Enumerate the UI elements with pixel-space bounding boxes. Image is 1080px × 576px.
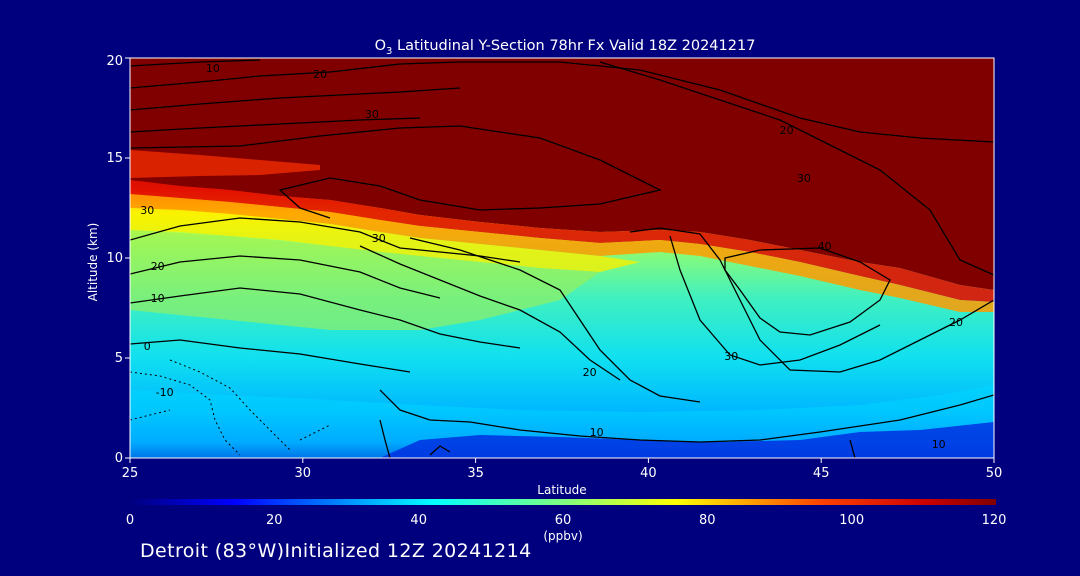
contour-label: 30	[724, 350, 738, 363]
stratosphere-dark-region	[130, 58, 994, 290]
tropopause-orange-band	[130, 194, 994, 312]
contour-label: 20	[949, 316, 963, 329]
y-axis	[125, 57, 131, 459]
negative-contours	[130, 359, 331, 456]
colorbar: 0 20 40 60 80 100 120 (ppbv)	[126, 499, 1007, 543]
x-tick-label: 50	[986, 466, 1003, 481]
contour-label: 20	[151, 260, 165, 273]
colorbar-tick-label: 0	[126, 513, 134, 528]
contour-label: 20	[583, 366, 597, 379]
footer-initialization-text: Detroit (83°W)Initialized 12Z 20241214	[140, 540, 532, 562]
contour-label: 10	[206, 62, 220, 75]
contour-label: 0	[144, 340, 151, 353]
contour-label: 10	[590, 426, 604, 439]
colorbar-tick-label: 120	[982, 513, 1007, 528]
lower-trop-cyan-region	[130, 385, 994, 458]
y-tick-labels: 0 5 10 15 20	[106, 54, 123, 466]
y-tick-label: 0	[115, 451, 123, 466]
y-axis-label: Altitude (km)	[86, 223, 100, 302]
x-tick-label: 40	[640, 466, 657, 481]
contour-label: 10	[932, 438, 946, 451]
high-alt-red-tongue	[130, 150, 320, 178]
x-axis	[129, 457, 995, 463]
y-tick-label: 10	[106, 251, 123, 266]
contour-label: 10	[151, 292, 165, 305]
contour-label: -10	[156, 386, 174, 399]
x-tick-label: 45	[813, 466, 830, 481]
x-axis-label: Latitude	[537, 483, 586, 497]
contour-lines	[130, 59, 994, 458]
contour-label: 30	[365, 108, 379, 121]
plot-area: 10 20 30 20 30 30 30 40 20 10 20 0 30 20 -10 10 10	[130, 58, 994, 458]
colorbar-tick-label: 40	[410, 513, 427, 528]
colorbar-unit: (ppbv)	[543, 529, 582, 543]
colorbar-gradient	[130, 499, 996, 505]
colorbar-tick-label: 60	[555, 513, 572, 528]
y-tick-label: 20	[106, 54, 123, 69]
upper-trop-yellow-band	[130, 208, 640, 272]
x-tick-labels: 25 30 35 40 45 50	[122, 466, 1003, 481]
contour-label: 20	[780, 124, 794, 137]
tropopause-red-band	[130, 180, 994, 302]
contour-label: 30	[372, 232, 386, 245]
colorbar-tick-label: 100	[839, 513, 864, 528]
chart-title: O3 Latitudinal Y-Section 78hr Fx Valid 1…	[375, 38, 756, 57]
contour-label: 30	[797, 172, 811, 185]
x-tick-label: 35	[467, 466, 484, 481]
x-tick-label: 30	[295, 466, 312, 481]
mid-trop-green-region	[130, 230, 600, 330]
contour-labels: 10 20 30 20 30 30 30 40 20 10 20 0 30 20 -10 10 10	[140, 62, 963, 451]
colorbar-tick-label: 80	[699, 513, 716, 528]
colorbar-tick-label: 20	[266, 513, 283, 528]
y-tick-label: 15	[106, 151, 123, 166]
contour-label: 40	[818, 240, 832, 253]
x-tick-label: 25	[122, 466, 139, 481]
boundary-layer-blue	[380, 422, 994, 458]
contour-label: 30	[140, 204, 154, 217]
contour-label: 20	[313, 68, 327, 81]
y-tick-label: 5	[115, 351, 123, 366]
